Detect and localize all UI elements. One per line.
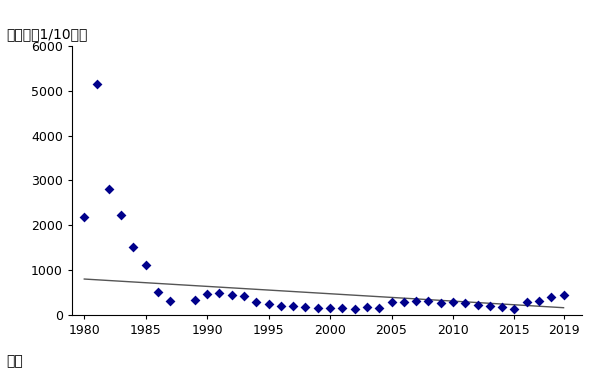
Point <box>374 305 384 311</box>
Point <box>79 214 89 220</box>
Point <box>289 303 298 310</box>
Point <box>387 299 397 305</box>
Point <box>559 292 568 298</box>
Point <box>264 301 274 307</box>
Point <box>128 244 138 250</box>
Point <box>325 305 335 311</box>
Point <box>301 304 310 310</box>
Point <box>509 306 519 312</box>
Point <box>399 299 409 305</box>
Point <box>153 290 163 296</box>
Point <box>460 300 470 306</box>
Point <box>251 299 261 305</box>
Point <box>141 262 151 268</box>
Point <box>313 305 323 311</box>
Point <box>104 186 113 192</box>
Point <box>436 300 445 306</box>
Point <box>497 304 507 310</box>
Point <box>522 299 532 305</box>
Point <box>485 303 494 309</box>
Point <box>166 298 175 304</box>
Point <box>424 298 433 304</box>
Point <box>92 81 101 87</box>
Point <box>362 305 372 311</box>
Point <box>473 302 482 308</box>
Point <box>276 303 286 309</box>
Point <box>215 290 224 296</box>
Point <box>350 306 359 312</box>
Text: 年份: 年份 <box>6 355 23 369</box>
Point <box>239 293 249 299</box>
Point <box>534 298 544 304</box>
Point <box>448 299 458 305</box>
Point <box>227 292 236 298</box>
Point <box>202 291 212 297</box>
Point <box>190 296 200 303</box>
Point <box>411 298 421 304</box>
Text: 发病率（1/10万）: 发病率（1/10万） <box>6 27 88 41</box>
Point <box>338 305 347 311</box>
Point <box>116 212 126 218</box>
Point <box>547 294 556 300</box>
